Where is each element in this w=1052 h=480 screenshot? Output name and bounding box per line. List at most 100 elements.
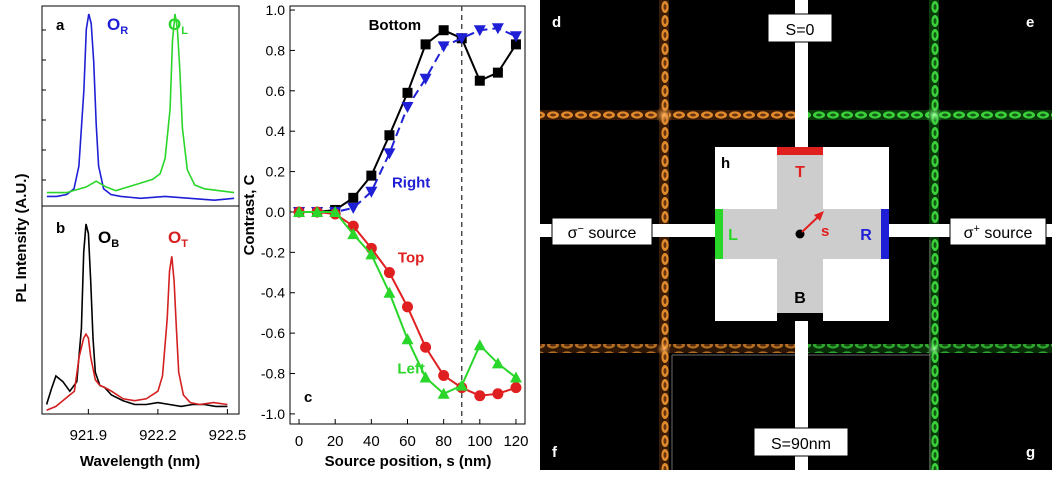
schematic-label-s: s — [821, 223, 829, 240]
c-ytick-label: 0.4 — [266, 123, 286, 139]
marker-bottom — [366, 170, 377, 181]
series-line-o-b — [45, 223, 228, 408]
panel-b-label: b — [56, 220, 65, 237]
legend-o-l: OL — [168, 15, 188, 37]
marker-left — [491, 357, 504, 369]
marker-bottom — [420, 39, 431, 50]
marker-right — [383, 148, 396, 160]
right-field-node-bottom — [927, 342, 941, 356]
c-ytick-label: -0.8 — [261, 366, 285, 382]
label-box-s90 — [753, 427, 849, 457]
marker-right — [419, 73, 432, 85]
label-box-s0 — [767, 13, 833, 43]
marker-top — [510, 382, 522, 394]
marker-right — [365, 186, 378, 198]
label-box-sigma-plus — [949, 217, 1047, 246]
label-s90: S=90nm — [771, 436, 831, 453]
legend-o-t: OT — [168, 228, 188, 250]
xtick-label: 921.9 — [70, 427, 108, 444]
panel-c-label: c — [304, 389, 312, 406]
xlabel-source-position: Source position, s (nm) — [325, 453, 492, 470]
panel-d-label: d — [552, 14, 561, 31]
panel-b-plot — [45, 223, 228, 411]
marker-right — [455, 33, 468, 45]
marker-bottom — [348, 192, 359, 203]
marker-right — [347, 202, 360, 214]
panel-c-plot — [293, 23, 522, 402]
marker-top — [383, 267, 395, 279]
ylabel-contrast: Contrast, C — [241, 174, 258, 255]
legend-o-b: OB — [98, 228, 119, 250]
label-sigma-plus-source: σ+ source — [964, 223, 1033, 242]
marker-bottom — [492, 67, 503, 78]
schematic-top-bar — [777, 147, 823, 155]
series-line-o-r — [46, 13, 235, 202]
c-ytick-label: 0.0 — [266, 204, 286, 220]
panel-b-xticks: 921.9 922.2 922.5 — [70, 409, 247, 444]
series-line-o-l — [46, 13, 235, 194]
marker-left — [347, 228, 360, 240]
schematic-h-label: h — [721, 155, 730, 172]
marker-bottom — [438, 25, 449, 36]
marker-left — [383, 286, 396, 298]
marker-left — [437, 387, 450, 399]
marker-top — [438, 370, 450, 382]
marker-left — [419, 371, 432, 383]
left-field-node-top — [655, 106, 673, 124]
marker-top — [402, 301, 413, 313]
schematic-h: h T B L R s — [715, 147, 889, 321]
marker-left — [329, 205, 342, 217]
c-xtick-label: 20 — [327, 433, 344, 450]
legend-o-r: OR — [107, 15, 128, 37]
panel-b-frame — [41, 205, 240, 415]
xlabel-wavelength: Wavelength (nm) — [80, 453, 200, 470]
c-xtick-label: 120 — [503, 433, 528, 450]
schematic-source-arrowhead — [814, 211, 824, 221]
marker-left — [311, 205, 324, 217]
c-xtick-label: 60 — [399, 433, 416, 450]
marker-left — [455, 379, 468, 391]
c-ytick-label: 0.2 — [266, 164, 286, 180]
schematic-bottom-bar — [777, 313, 823, 321]
schematic-left-bar — [715, 209, 723, 259]
marker-left — [401, 333, 414, 345]
marker-top — [347, 220, 359, 232]
panel-c-frame — [289, 5, 526, 425]
marker-right — [491, 23, 504, 35]
marker-bottom — [384, 130, 395, 141]
c-ytick-label: -0.2 — [261, 244, 285, 260]
c-ytick-label: -1.0 — [261, 406, 285, 422]
marker-right — [509, 31, 522, 43]
label-sigma-minus-source: σ− source — [568, 223, 637, 242]
simulation-panel: S=0 S=90nm σ− source σ+ source d e f g h… — [540, 0, 1052, 470]
marker-top — [474, 390, 486, 402]
panel-e-label: e — [1026, 14, 1034, 31]
annotation-left: Left — [397, 361, 425, 378]
schematic-label-l: L — [728, 227, 738, 244]
panel-a-axis-ticks — [42, 29, 46, 181]
ylabel-pl-intensity: PL Intensity (A.U.) — [13, 174, 30, 303]
xtick-label: 922.2 — [139, 427, 177, 444]
xtick-label: 922.5 — [209, 427, 247, 444]
marker-top — [492, 388, 504, 400]
label-box-sigma-minus — [551, 217, 653, 246]
panel-a-frame — [41, 5, 240, 207]
spectra-panels: PL Intensity (A.U.) a OR OL b OB OT 921.… — [13, 5, 247, 470]
c-ytick-label: 0.8 — [266, 42, 286, 58]
annotation-right: Right — [392, 175, 430, 192]
c-xtick-label: 40 — [363, 433, 380, 450]
panel-g-label: g — [1026, 444, 1035, 461]
marker-right — [473, 25, 486, 37]
c-ytick-label: -0.6 — [261, 325, 285, 341]
c-xtick-label: 80 — [435, 433, 452, 450]
annotation-bottom: Bottom — [369, 17, 422, 34]
c-xtick-label: 0 — [295, 433, 303, 450]
left-field-horizontal-lower — [540, 344, 805, 353]
label-s0: S=0 — [786, 22, 815, 39]
marker-bottom — [474, 75, 485, 86]
marker-right — [437, 41, 450, 53]
schematic-label-b: B — [794, 290, 806, 307]
panel-c-annotations: Bottom Right Top Left — [369, 17, 431, 377]
marker-right — [401, 101, 414, 113]
